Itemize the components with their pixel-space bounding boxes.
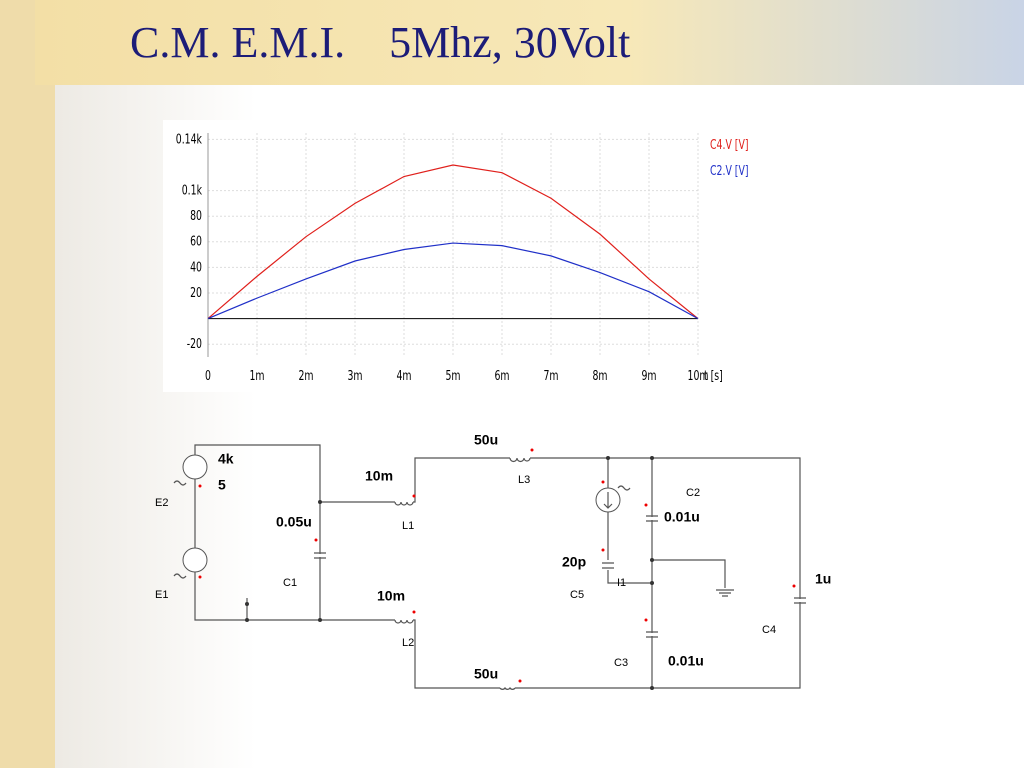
x-tick-label: 10m (687, 368, 708, 383)
label: C5 (570, 589, 584, 601)
cap-gaps (317, 517, 803, 636)
x-tick-label: 6m (494, 368, 509, 383)
label: 10m (365, 468, 393, 484)
label: 50u (474, 666, 498, 682)
label: 20p (562, 554, 586, 570)
label: 0.01u (664, 509, 700, 525)
label: L3 (518, 474, 530, 486)
label: I1 (617, 577, 626, 589)
series-line (207, 164, 699, 320)
circuit: 4k 5 E2 E1 0.05u C1 10m L1 10m L2 50u L3… (155, 432, 831, 690)
y-tick-label: 40 (190, 259, 202, 274)
top-band (35, 0, 1024, 85)
y-tick-label: 80 (190, 208, 202, 223)
x-tick-label: 9m (641, 368, 656, 383)
junctions (245, 456, 654, 690)
series-line (207, 242, 699, 320)
inductors (394, 457, 531, 690)
x-tick-label: 0 (205, 368, 211, 383)
pin-markers (198, 448, 796, 683)
ground (716, 589, 734, 597)
x-tick-label: 5m (445, 368, 460, 383)
y-tick-label: -20 (187, 336, 203, 351)
legend-entry: C2.V [V] (710, 163, 749, 178)
ac-symbols (173, 480, 631, 579)
chart: -20 20 40 60 80 0.1k 0.14k 0 1m 2m 3m 4m 5m 6m 7m 8m 9m 1… (176, 131, 749, 383)
label: L1 (402, 520, 414, 532)
label: E2 (155, 497, 168, 509)
label: 10m (377, 588, 405, 604)
y-tick-label: 20 (190, 285, 202, 300)
x-tick-label: 8m (592, 368, 607, 383)
x-tick-label: 7m (543, 368, 558, 383)
label: E1 (155, 589, 168, 601)
label: 5 (218, 477, 226, 493)
y-tick-label: 0.14k (176, 131, 203, 146)
source-e1 (182, 547, 208, 573)
label: C1 (283, 577, 297, 589)
x-axis-label: t [s] (704, 368, 723, 383)
label: 50u (474, 432, 498, 448)
x-tick-label: 3m (347, 368, 362, 383)
legend-entry: C4.V [V] (710, 137, 749, 152)
source-e2 (182, 454, 208, 480)
label: L2 (402, 637, 414, 649)
slide-title: C.M. E.M.I. 5Mhz, 30Volt (130, 18, 630, 67)
label: C3 (614, 657, 628, 669)
x-tick-label: 1m (249, 368, 264, 383)
label: 4k (218, 451, 234, 467)
capacitors (314, 515, 806, 638)
label: C4 (762, 624, 776, 636)
current-arrow (603, 492, 613, 509)
chart-area (163, 120, 878, 392)
label: C2 (686, 487, 700, 499)
label: 0.01u (668, 653, 704, 669)
label: 1u (815, 571, 831, 587)
x-tick-label: 2m (298, 368, 313, 383)
left-band (0, 0, 55, 768)
label: 0.05u (276, 514, 312, 530)
x-tick-label: 4m (396, 368, 411, 383)
y-tick-label: 0.1k (182, 182, 203, 197)
y-tick-label: 60 (190, 234, 202, 249)
